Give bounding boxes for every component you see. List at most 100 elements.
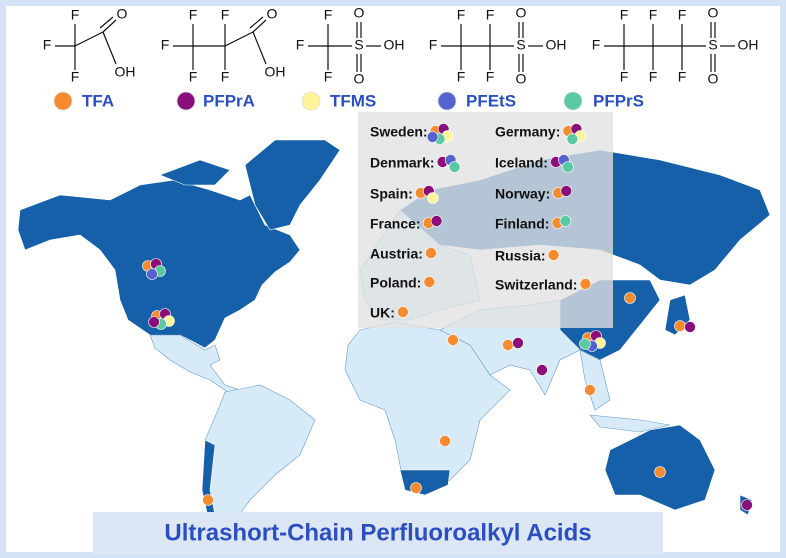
map-dots bbox=[142, 123, 753, 511]
title: Ultrashort-Chain Perfluoroalkyl Acids bbox=[164, 519, 591, 546]
country-label: Germany: bbox=[495, 124, 560, 140]
sample-dot bbox=[654, 466, 666, 478]
atom-label: S bbox=[354, 37, 363, 53]
sample-dot bbox=[674, 320, 686, 332]
sample-dot bbox=[512, 337, 524, 349]
atom-label: F bbox=[649, 69, 658, 85]
legend: TFA PFPrA TFMS PFEtS PFPrS bbox=[53, 91, 644, 111]
legend-label: TFA bbox=[82, 91, 114, 110]
legend-label: PFPrA bbox=[203, 91, 255, 110]
sample-dot bbox=[397, 306, 409, 318]
sample-dot bbox=[148, 316, 160, 328]
atom-label: F bbox=[71, 69, 80, 85]
sample-dot bbox=[448, 161, 461, 173]
sample-dot bbox=[559, 215, 572, 227]
greenland bbox=[244, 139, 341, 231]
sample-dot bbox=[426, 131, 439, 143]
atom-label: F bbox=[649, 7, 658, 23]
atom-label: OH bbox=[546, 37, 567, 53]
bond bbox=[99, 16, 114, 29]
atom-label: S bbox=[516, 37, 525, 53]
atom-label: F bbox=[486, 69, 495, 85]
legend-marker bbox=[437, 91, 457, 111]
sample-dot bbox=[410, 482, 422, 494]
bond bbox=[102, 31, 117, 65]
sample-dot bbox=[502, 339, 514, 351]
sample-dot bbox=[624, 292, 636, 304]
atom-label: OH bbox=[115, 64, 136, 80]
sample-dot bbox=[547, 249, 560, 261]
atom-label: F bbox=[457, 7, 466, 23]
atom-label: F bbox=[71, 7, 80, 23]
sample-dot bbox=[566, 133, 579, 145]
country-label: UK: bbox=[370, 305, 395, 321]
southeast-asia bbox=[579, 349, 611, 411]
sample-dot bbox=[579, 278, 592, 290]
atom-label: O bbox=[708, 71, 719, 87]
sample-dot bbox=[447, 334, 459, 346]
bond bbox=[252, 31, 267, 65]
country-label: Sweden: bbox=[370, 124, 428, 140]
sample-dot bbox=[423, 276, 436, 288]
atom-label: F bbox=[678, 7, 687, 23]
atom-label: O bbox=[516, 5, 527, 21]
atom-label: F bbox=[221, 7, 230, 23]
country-label: Norway: bbox=[495, 186, 550, 202]
country-label: Spain: bbox=[370, 186, 413, 202]
sample-dot bbox=[439, 435, 451, 447]
legend-label: PFPrS bbox=[593, 91, 644, 110]
bond bbox=[252, 19, 267, 33]
atom-label: F bbox=[161, 37, 170, 53]
country-label: France: bbox=[370, 216, 421, 232]
country-label: Poland: bbox=[370, 275, 421, 291]
atom-label: F bbox=[296, 37, 305, 53]
country-label: Russia: bbox=[495, 248, 546, 264]
atom-label: F bbox=[486, 7, 495, 23]
sample-dot bbox=[426, 192, 439, 204]
atom-label: F bbox=[189, 69, 198, 85]
bond bbox=[74, 31, 104, 47]
bond bbox=[224, 31, 254, 47]
country-list: Sweden: Germany: Denmark: Iceland: Spain: Nor… bbox=[370, 124, 577, 321]
atom-label: F bbox=[324, 69, 333, 85]
legend-label: PFEtS bbox=[466, 91, 516, 110]
indonesia bbox=[589, 414, 671, 433]
legend-marker bbox=[53, 91, 73, 111]
sample-dot bbox=[579, 338, 591, 350]
country-label: Austria: bbox=[370, 246, 423, 262]
atom-label: F bbox=[678, 69, 687, 85]
atom-label: F bbox=[429, 37, 438, 53]
sample-dot bbox=[202, 494, 214, 506]
atom-label: F bbox=[189, 7, 198, 23]
atom-label: O bbox=[708, 5, 719, 21]
bond bbox=[102, 19, 117, 33]
legend-label: TFMS bbox=[330, 91, 376, 110]
atom-label: F bbox=[457, 69, 466, 85]
sample-dot bbox=[562, 161, 574, 173]
atom-label: F bbox=[592, 37, 601, 53]
atom-label: O bbox=[267, 6, 278, 22]
atom-label: O bbox=[117, 6, 128, 22]
sample-dot bbox=[684, 321, 696, 333]
atom-label: OH bbox=[384, 37, 405, 53]
atom-label: F bbox=[324, 7, 333, 23]
sample-dot bbox=[430, 215, 443, 227]
atom-label: O bbox=[354, 5, 365, 21]
atom-label: F bbox=[620, 7, 629, 23]
sample-dot bbox=[741, 499, 753, 511]
legend-marker bbox=[301, 91, 321, 111]
country-label: Denmark: bbox=[370, 155, 435, 171]
bond bbox=[249, 16, 264, 29]
sample-dot bbox=[146, 268, 158, 280]
atom-label: O bbox=[354, 71, 365, 87]
legend-marker bbox=[563, 91, 583, 111]
sample-dot bbox=[425, 247, 437, 259]
legend-marker bbox=[176, 91, 196, 111]
atom-label: OH bbox=[738, 37, 759, 53]
country-label: Switzerland: bbox=[495, 277, 577, 293]
atom-label: F bbox=[221, 69, 230, 85]
atom-label: F bbox=[43, 37, 52, 53]
title-box bbox=[93, 512, 663, 554]
